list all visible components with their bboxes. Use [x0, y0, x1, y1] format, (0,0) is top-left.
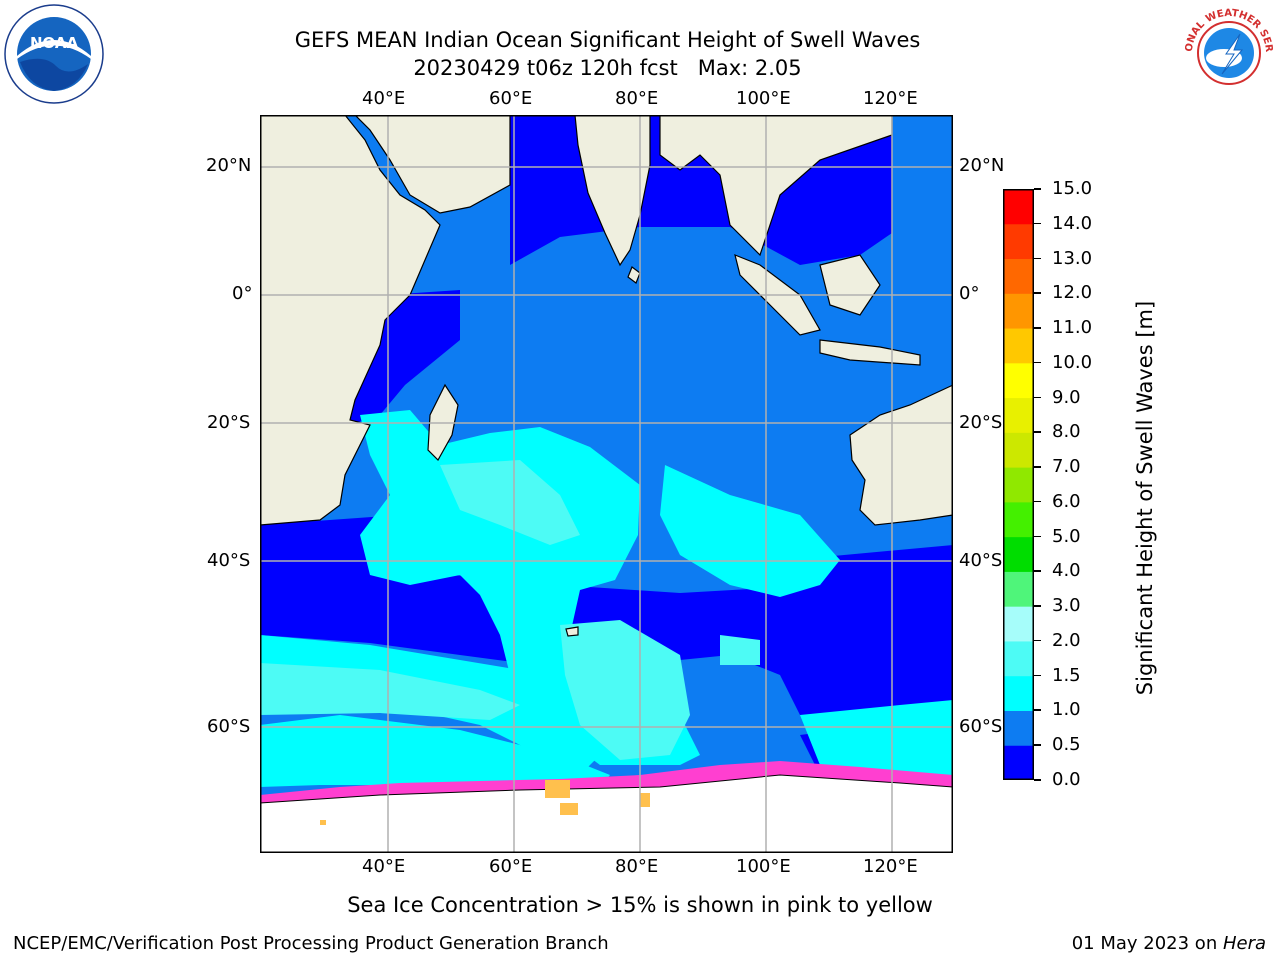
colorbar-tick-label: 8.0: [1052, 421, 1081, 443]
colorbar-segment: [1003, 397, 1034, 433]
lon-label-top: 100°E: [736, 88, 791, 109]
colorbar-tick-label: 0.5: [1052, 734, 1081, 756]
footer-credit: NCEP/EMC/Verification Post Processing Pr…: [13, 933, 609, 954]
colorbar-tick-label: 11.0: [1052, 317, 1093, 339]
colorbar-segment: [1003, 362, 1034, 399]
colorbar-tick: [1034, 709, 1041, 711]
colorbar-tick: [1034, 431, 1041, 433]
colorbar-tick: [1034, 188, 1041, 190]
colorbar-tick: [1034, 639, 1041, 642]
lat-label-left: 60°S: [207, 716, 251, 737]
colorbar-segment: [1003, 745, 1034, 781]
colorbar-segment: [1003, 640, 1034, 677]
colorbar-tick-label: 2.0: [1052, 629, 1081, 651]
colorbar-title: Significant Height of Swell Waves [m]: [1133, 300, 1157, 696]
colorbar-segment: [1003, 258, 1034, 294]
colorbar-tick-label: 12.0: [1052, 282, 1093, 304]
colorbar-tick: [1034, 466, 1041, 468]
colorbar-tick: [1034, 779, 1041, 781]
noaa-logo-text: NOAA: [30, 34, 79, 52]
lat-label-right: 60°S: [959, 716, 1003, 737]
lon-label-bottom: 100°E: [736, 856, 791, 877]
swell-band-1.5-2.0: [260, 460, 760, 760]
colorbar-tick: [1034, 327, 1041, 329]
lat-label-left: 40°S: [207, 550, 251, 571]
lat-label-left: 20°S: [207, 412, 251, 433]
colorbar-tick: [1034, 257, 1041, 260]
colorbar-svg: [1003, 189, 1034, 781]
lat-label-right: 40°S: [959, 550, 1003, 571]
sea-ice-note: Sea Ice Concentration > 15% is shown in …: [347, 893, 933, 917]
colorbar-tick-label: 15.0: [1052, 178, 1093, 199]
lon-label-bottom: 80°E: [615, 856, 659, 877]
lat-label-left: 20°N: [206, 155, 252, 176]
colorbar-tick: [1034, 222, 1041, 225]
colorbar-segment: [1003, 606, 1034, 642]
lon-label-bottom: 120°E: [863, 856, 918, 877]
colorbar-tick-label: 9.0: [1052, 386, 1081, 408]
colorbar-tick-label: 4.0: [1052, 560, 1081, 582]
colorbar-segment: [1003, 710, 1034, 746]
lon-label-top: 60°E: [489, 88, 533, 109]
colorbar-segment: [1003, 467, 1034, 503]
colorbar-tick-label: 13.0: [1052, 247, 1093, 269]
nws-logo-icon: NATIONAL WEATHER SERVICE: [1176, 0, 1278, 102]
colorbar-tick-label: 10.0: [1052, 351, 1093, 373]
colorbar-tick-label: 5.0: [1052, 525, 1081, 547]
colorbar-segment: [1003, 432, 1034, 468]
colorbar-tick: [1034, 744, 1041, 746]
lat-label-right: 20°S: [959, 412, 1003, 433]
colorbar-segment: [1003, 189, 1034, 225]
colorbar-tick-label: 0.0: [1052, 769, 1081, 790]
lon-label-top: 120°E: [863, 88, 918, 109]
colorbar-segment: [1003, 223, 1034, 260]
colorbar-tick-label: 3.0: [1052, 595, 1081, 617]
colorbar-segment: [1003, 675, 1034, 711]
colorbar-segment: [1003, 536, 1034, 572]
map-panel: [260, 115, 953, 853]
colorbar-tick: [1034, 570, 1041, 572]
colorbar-tick: [1034, 535, 1041, 538]
chart-title: GEFS MEAN Indian Ocean Significant Heigh…: [294, 28, 921, 52]
lon-label-bottom: 60°E: [489, 856, 533, 877]
colorbar-segment: [1003, 328, 1034, 364]
colorbar-segment: [1003, 571, 1034, 607]
colorbar-tick: [1034, 396, 1041, 399]
lon-label-top: 40°E: [362, 88, 406, 109]
antarctica-ice: [260, 774, 953, 853]
graticule: [260, 115, 953, 853]
colorbar-segment: [1003, 501, 1034, 538]
colorbar: [1003, 189, 1034, 781]
colorbar-tick: [1034, 674, 1041, 677]
lat-label-right: 20°N: [959, 155, 1005, 176]
map-svg: [260, 115, 953, 853]
lon-label-top: 80°E: [615, 88, 659, 109]
colorbar-tick-label: 6.0: [1052, 490, 1081, 512]
colorbar-tick: [1034, 361, 1041, 364]
footer-date-text: 01 May 2023 on: [1071, 933, 1223, 954]
sea-ice-patches: [320, 780, 650, 825]
footer-host: Hera: [1222, 933, 1266, 954]
colorbar-tick: [1034, 292, 1041, 294]
lon-label-bottom: 40°E: [362, 856, 406, 877]
colorbar-tick: [1034, 500, 1041, 503]
chart-subtitle: 20230429 t06z 120h fcst Max: 2.05: [413, 56, 802, 80]
colorbar-tick-label: 14.0: [1052, 212, 1093, 234]
lat-label-right: 0°: [959, 283, 980, 304]
footer-date: 01 May 2023 on Hera: [1072, 934, 1266, 954]
colorbar-tick-label: 1.0: [1052, 699, 1081, 721]
noaa-logo-icon: NOAA: [4, 4, 104, 104]
colorbar-segment: [1003, 293, 1034, 329]
colorbar-tick-label: 1.5: [1052, 664, 1081, 686]
colorbar-tick-label: 7.0: [1052, 456, 1081, 478]
colorbar-tick: [1034, 605, 1041, 607]
lat-label-left: 0°: [232, 283, 253, 304]
